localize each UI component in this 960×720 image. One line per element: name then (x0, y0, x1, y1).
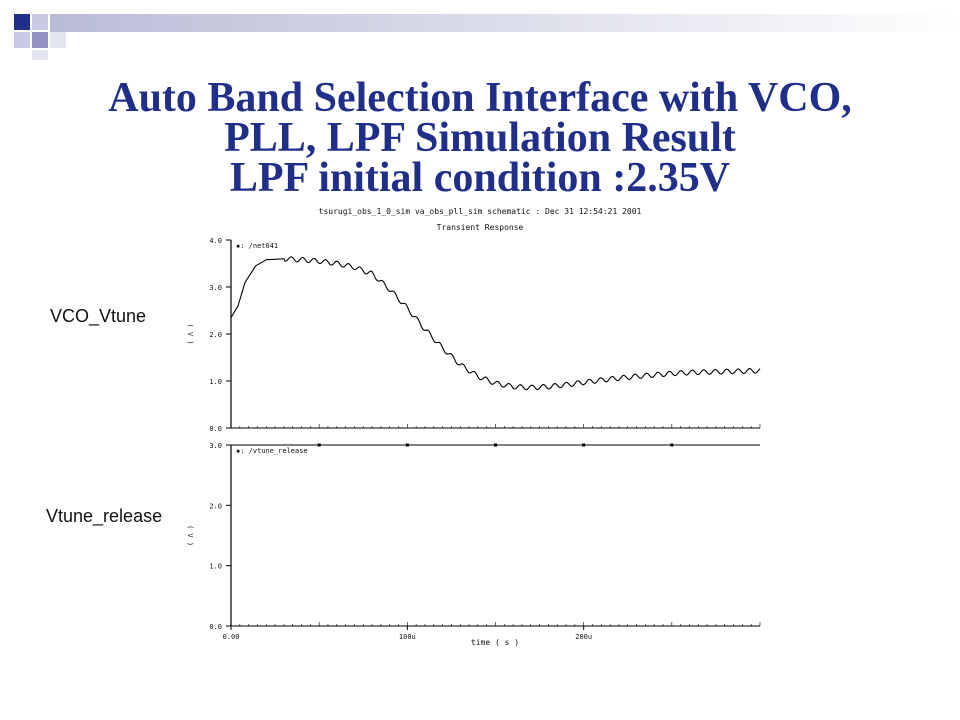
slide-title: Auto Band Selection Interface with VCO, … (0, 75, 960, 201)
y-tick-label: 3.0 (209, 442, 222, 450)
x-tick-label: 200u (575, 633, 592, 641)
vtune-release-label: Vtune_release (46, 506, 163, 526)
header-gradient-bar (50, 14, 960, 32)
y-tick-label: 1.0 (209, 378, 222, 386)
series-marker (494, 443, 497, 447)
deco-square (32, 32, 48, 48)
chart-panels: 0.0 1.0 2.0 3.0 4.0 ( V ) ▪: /net041 0.0 1.0 2.0 3… (186, 237, 761, 641)
series-name: ▪: /net041 (236, 242, 278, 250)
title-line-3: LPF initial condition :2.35V (229, 155, 731, 201)
chart-subtitle: Transient Response (437, 223, 524, 232)
series-marker (317, 443, 321, 447)
chart-header: tsurugi_obs_1_0_sim va_obs_pll_sim schem… (319, 207, 642, 216)
series-name: ▪: /vtune_release (236, 447, 308, 455)
y-axis-label: ( V ) (186, 323, 194, 344)
deco-square (32, 14, 48, 30)
title-line-1: Auto Band Selection Interface with VCO, (108, 75, 852, 121)
series-marker (582, 443, 586, 447)
series-marker (670, 443, 674, 447)
deco-square (50, 32, 66, 48)
y-tick-label: 3.0 (209, 284, 222, 292)
x-axis-label: time ( s ) (471, 638, 519, 647)
deco-square (14, 14, 30, 30)
x-tick-label: 100u (399, 633, 416, 641)
y-axis-label: ( V ) (186, 525, 194, 546)
y-tick-label: 4.0 (209, 237, 222, 245)
series-line (230, 256, 761, 391)
x-tick-label: 0.00 (223, 633, 240, 641)
y-tick-label: 2.0 (209, 502, 222, 510)
deco-square (14, 32, 30, 48)
title-line-2: PLL, LPF Simulation Result (224, 115, 736, 161)
corner-decoration (14, 14, 960, 60)
y-tick-label: 2.0 (209, 331, 222, 339)
vco-vtune-label: VCO_Vtune (50, 306, 147, 326)
y-tick-label: 1.0 (209, 563, 222, 571)
y-tick-label: 0.0 (209, 623, 222, 631)
deco-square (32, 50, 48, 60)
series-marker (405, 443, 409, 447)
y-tick-label: 0.0 (209, 425, 222, 433)
